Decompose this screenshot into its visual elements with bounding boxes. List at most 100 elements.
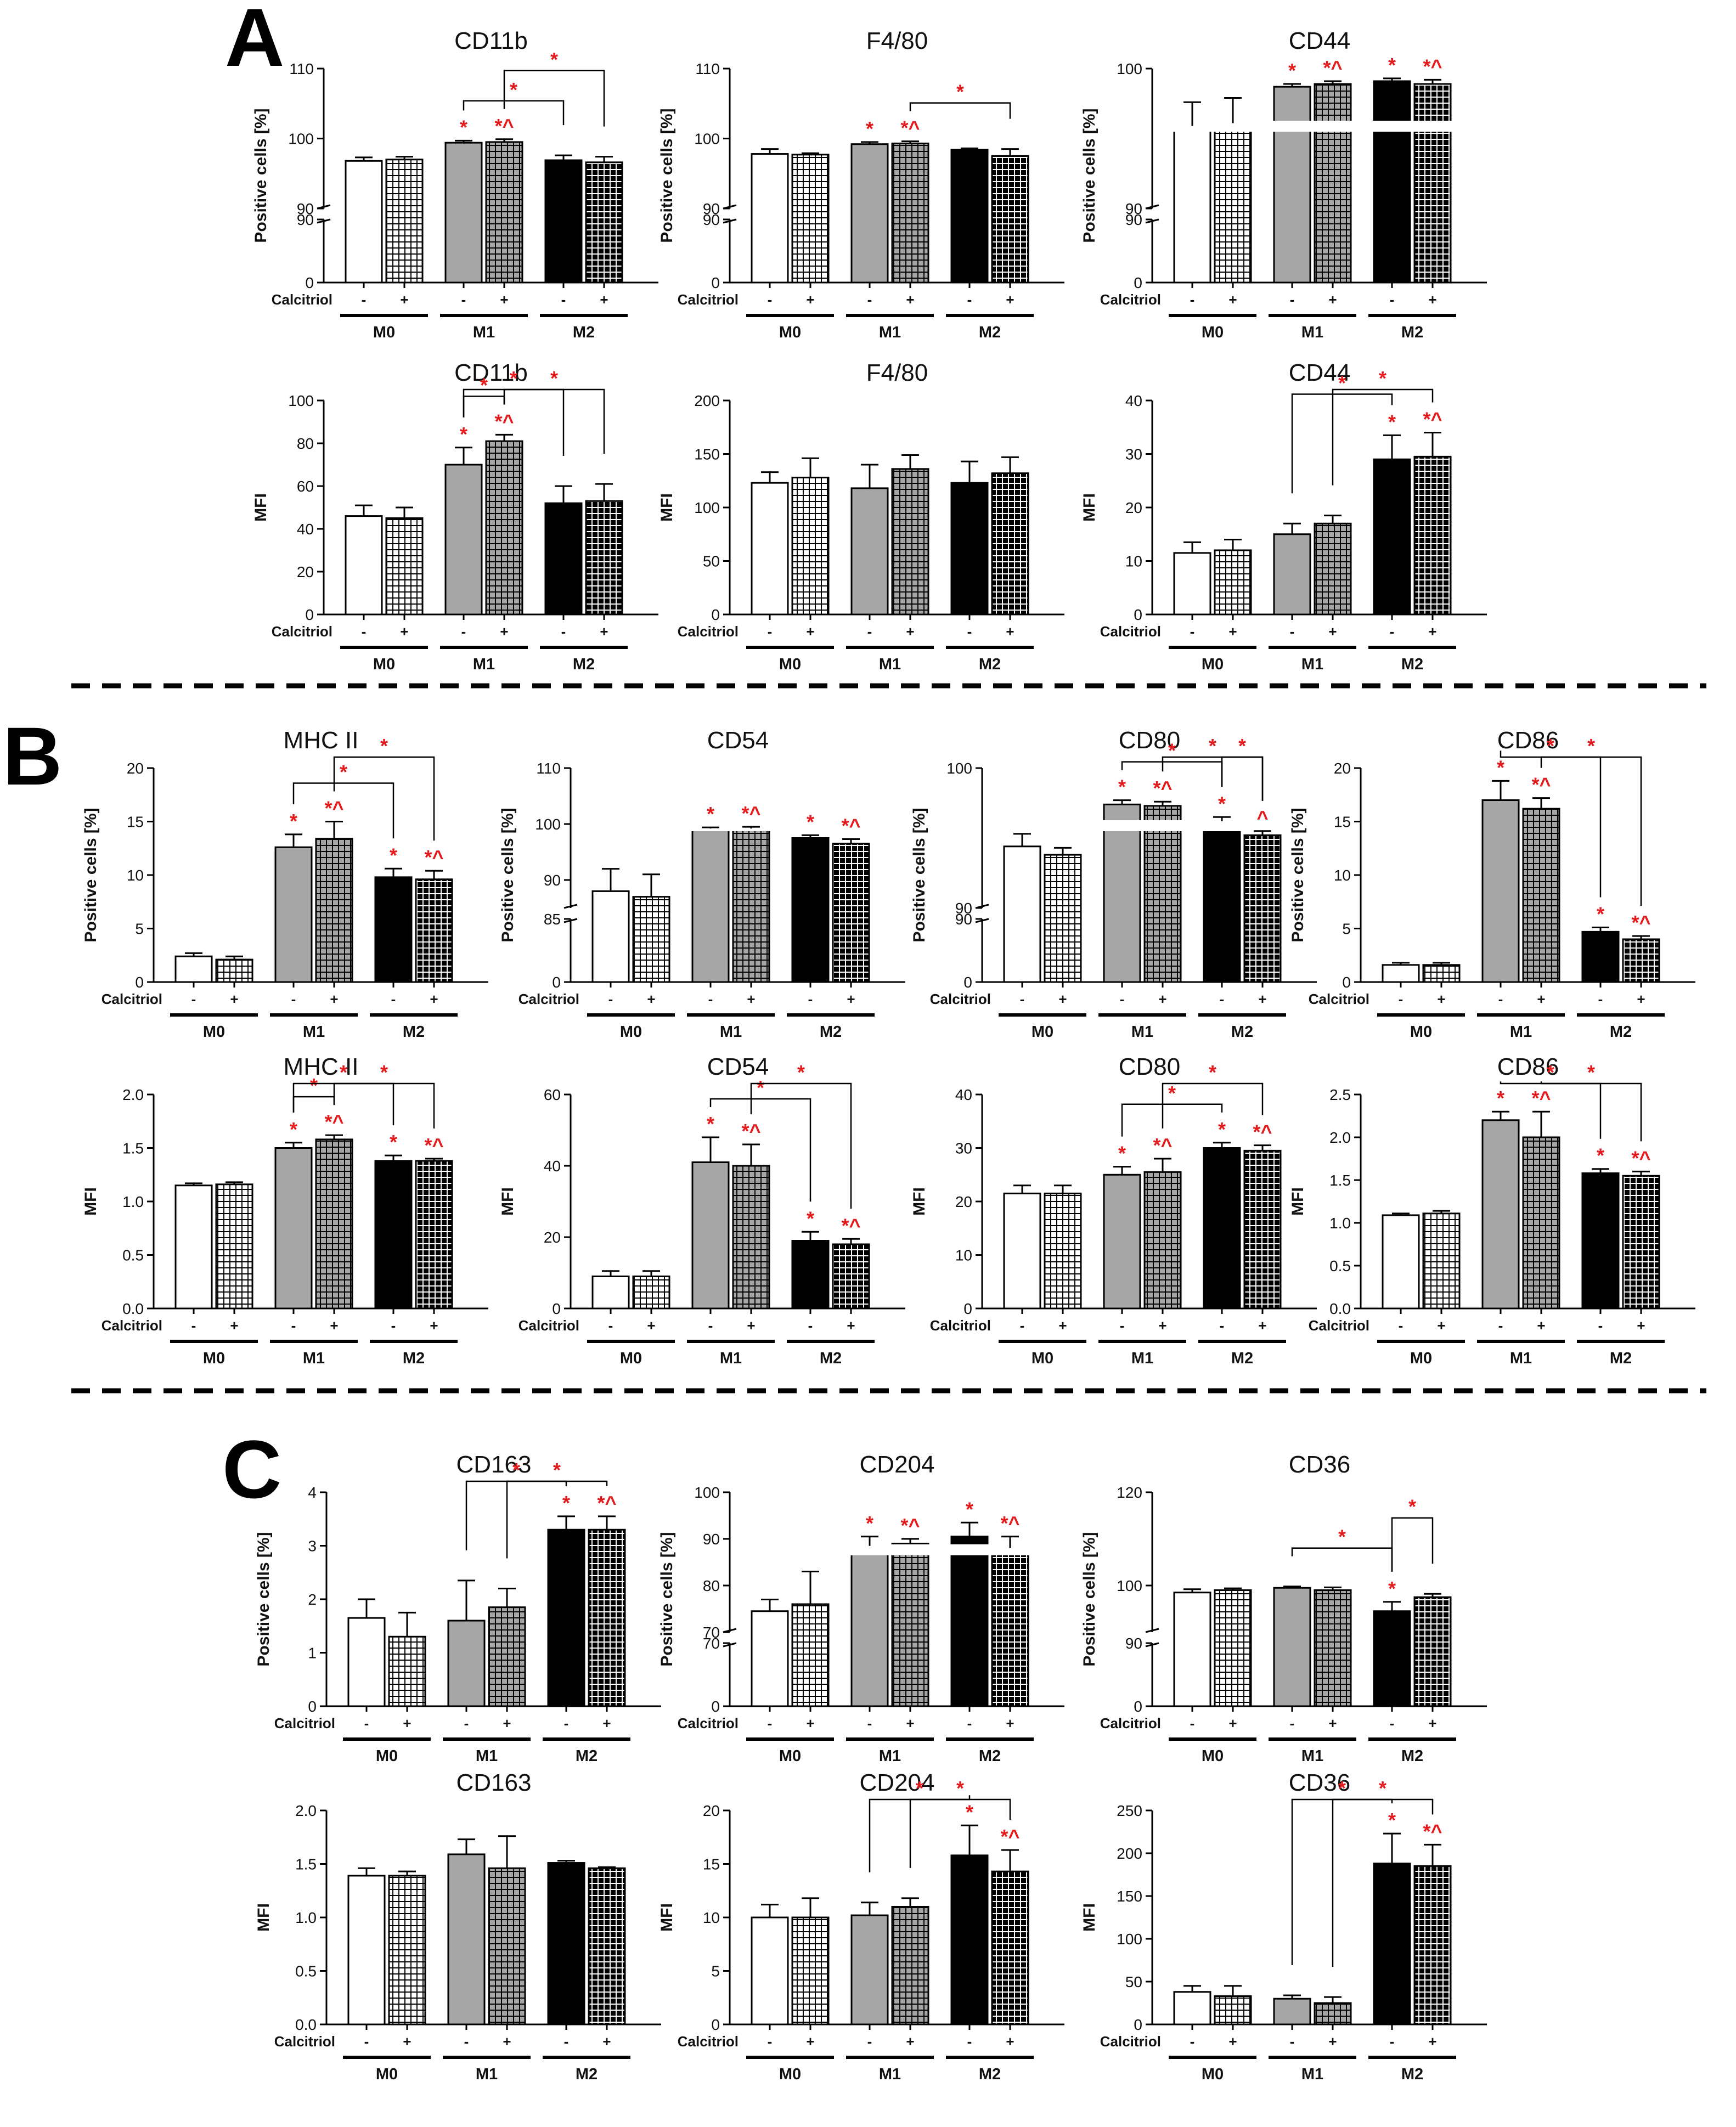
y-tick-label: 0 [552,1300,561,1317]
y-axis-label: Positive cells [%] [82,808,100,942]
chart-title: MHC II [284,727,359,754]
bar-m2-vehicle [544,159,583,284]
y-tick-label: 10 [127,867,144,884]
treatment-level-label: - [564,2033,569,2050]
axis-break-gap [344,121,384,132]
y-tick-label: 0.5 [295,1963,317,1980]
y-tick-label: 90 [703,211,720,228]
y-tick-label: 0 [711,274,720,291]
y-tick-label: 1 [308,1645,317,1662]
y-tick-label: 0 [1134,274,1142,291]
treatment-level-label: - [1190,2033,1195,2050]
y-tick-label: 80 [297,435,314,452]
bracket-star: * [1587,735,1595,757]
treatment-label: Calcitriol [102,1317,162,1334]
bar-m0-vehicle [1382,964,1420,983]
section-letter-b: B [3,710,62,802]
y-tick-label: 1.5 [295,1856,317,1873]
treatment-level-label: + [1328,2033,1337,2050]
treatment-level-label: + [430,991,438,1007]
bar-m0-calcitriol [385,159,424,284]
bracket-star: * [310,1074,318,1097]
treatment-level-label: + [806,1715,814,1731]
chart-b3: 90 100 0 90 CD80 Positive cells [%] - + * - *^ + * - ^… [910,727,1317,1041]
axis-break-mark [1145,1628,1159,1633]
bar-m1-vehicle [850,1914,889,2026]
significance-label: *^ [841,815,860,837]
treatment-level-label: + [847,1317,855,1334]
treatment-level-label: - [608,1317,613,1334]
group-label: M0 [373,324,395,341]
y-tick-label: 90 [1125,200,1142,217]
bar-m0-calcitriol [1214,1589,1252,1707]
chart-c2: 70 80 90 100 0 70 CD204 Positive cells [%] - + * - *… [658,1451,1064,1765]
y-tick-label: 100 [288,392,314,409]
axis-break-gap [731,820,771,831]
bar-m0-calcitriol [388,1875,426,2026]
bar-m2-vehicle [1581,1172,1620,1310]
bar-m2-vehicle [1373,1863,1411,2026]
bracket-star: * [380,735,388,757]
bar-m0-vehicle [174,1184,213,1310]
y-tick-label: 100 [694,131,720,148]
significance-label: * [1497,756,1504,778]
y-tick-label: 1.5 [122,1140,144,1157]
group-label: M1 [1301,324,1323,341]
treatment-level-label: + [1006,1715,1014,1731]
chart-b7: 0 10 20 30 40 CD80 MFI - + * - *^ + * - *^ + Calcitriol M0… [910,1053,1317,1367]
bar-m0-vehicle [1173,1991,1211,2026]
treatment-level-label: - [1020,991,1025,1007]
axis-break-gap [632,820,671,831]
significance-label: *^ [1423,1820,1442,1842]
significance-label: * [290,1118,297,1141]
y-tick-label: 110 [536,760,561,777]
bracket-star: * [510,367,517,390]
axis-break-gap [385,121,424,132]
y-tick-label: 0 [1342,974,1351,991]
bar-m1-vehicle [1103,1173,1141,1310]
significance-bracket [463,100,565,126]
bar-m0-calcitriol [791,1916,830,2026]
chart-title: CD86 [1497,1053,1559,1080]
bar-m0-calcitriol [1422,964,1461,983]
group-label: M2 [403,1023,425,1041]
treatment-level-label: + [847,991,855,1007]
bracket-star: * [1587,1061,1595,1084]
group-label: M0 [373,656,395,673]
bar-m2-calcitriol [588,1528,626,1707]
bar-m1-vehicle [444,464,483,616]
significance-label: *^ [1631,1147,1650,1169]
chart-title: CD163 [456,1769,532,1796]
y-axis-label: Positive cells [%] [658,1532,676,1666]
chart-title: CD11b [454,359,528,386]
treatment-level-label: - [561,291,566,308]
bar-m2-calcitriol [1243,1149,1282,1310]
chart-a2: 90 100 110 0 90 F4/80 Positive cells [%] - + * - *^… [658,27,1064,341]
treatment-level-label: + [500,623,508,640]
y-tick-label: 90 [1125,211,1142,228]
axis-break-gap [1002,820,1042,831]
significance-label: * [1497,1087,1504,1109]
bar-m0-calcitriol [385,517,424,616]
significance-label: *^ [1323,57,1342,79]
treatment-level-label: + [1006,2033,1014,2050]
significance-label: *^ [900,117,920,139]
treatment-level-label: + [1158,991,1166,1007]
significance-bracket [503,388,605,454]
bar-m1-calcitriol [1143,1171,1182,1310]
bar-m1-vehicle [447,1853,486,2026]
significance-label: * [460,116,467,138]
y-tick-label: 90 [1125,1635,1142,1652]
chart-title: CD54 [707,1053,769,1080]
treatment-level-label: - [362,623,367,640]
y-tick-label: 2.0 [122,1086,144,1103]
treatment-level-label: + [1637,1317,1645,1334]
bracket-star: * [1238,735,1246,757]
axis-break-gap [850,121,889,132]
group-label: M0 [1410,1023,1432,1041]
significance-label: * [866,1512,873,1534]
treatment-level-label: + [906,291,914,308]
treatment-label: Calcitriol [1309,1317,1369,1334]
treatment-level-label: - [768,2033,773,2050]
group-label: M1 [1131,1023,1153,1041]
